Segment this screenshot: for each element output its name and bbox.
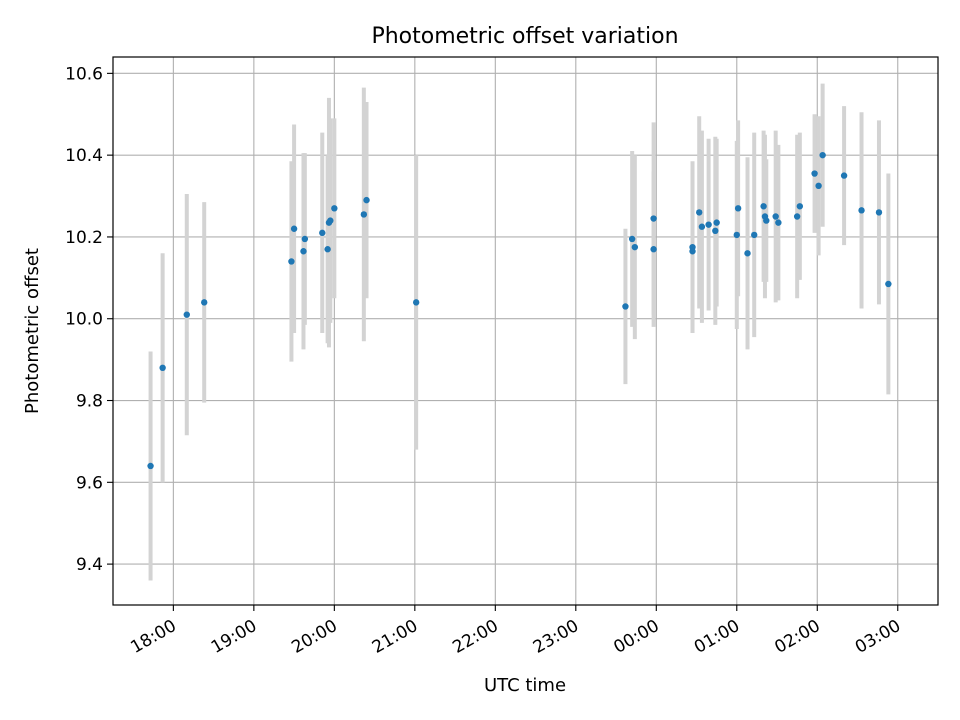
x-tick-label: 01:00 — [691, 616, 743, 658]
data-point — [815, 182, 822, 190]
plot-frame — [112, 56, 939, 606]
x-tick-label: 02:00 — [771, 616, 823, 658]
x-tick-label: 20:00 — [288, 616, 340, 658]
data-point — [319, 229, 326, 237]
data-point — [324, 246, 331, 253]
data-point — [713, 219, 720, 226]
x-axis-label: UTC time — [484, 675, 566, 696]
x-tick-label: 19:00 — [208, 616, 260, 658]
x-tick-label: 03:00 — [852, 616, 904, 658]
data-point — [631, 243, 639, 251]
error-bars — [148, 83, 891, 581]
data-point — [772, 213, 779, 220]
data-point — [201, 299, 208, 306]
data-point — [751, 231, 758, 239]
data-point — [819, 151, 826, 159]
data-point — [301, 235, 309, 243]
x-tick-label: 00:00 — [610, 616, 662, 658]
data-point — [183, 311, 190, 318]
grid — [113, 57, 938, 605]
data-point — [858, 207, 865, 214]
y-tick-label: 9.4 — [76, 555, 103, 575]
data-point — [290, 225, 298, 232]
data-point — [622, 303, 629, 310]
data-point — [159, 364, 166, 372]
y-tick-label: 9.8 — [76, 392, 103, 412]
data-point — [650, 246, 657, 253]
y-tick-label: 10.6 — [65, 64, 103, 84]
data-point — [689, 248, 696, 255]
chart-title: Photometric offset variation — [371, 24, 678, 49]
x-axis-ticks: 18:00 19:00 20:00 21:00 22:00 23:00 00:00 01:00… — [127, 605, 904, 658]
data-point — [327, 217, 334, 224]
data-point — [793, 213, 801, 220]
data-point — [796, 203, 804, 210]
data-point — [363, 196, 370, 204]
y-tick-label: 10.4 — [65, 146, 103, 166]
x-tick-label: 21:00 — [369, 616, 421, 658]
x-tick-label: 22:00 — [449, 616, 501, 658]
data-point — [733, 231, 740, 239]
data-point — [288, 258, 295, 265]
y-tick-label: 10.2 — [65, 228, 103, 248]
y-axis-label: Photometric offset — [22, 248, 43, 414]
data-point — [412, 299, 420, 306]
data-points — [147, 151, 892, 470]
data-point — [650, 215, 657, 222]
data-point — [300, 248, 307, 255]
data-point — [775, 219, 782, 226]
y-tick-label: 9.6 — [76, 473, 103, 493]
data-point — [331, 205, 338, 212]
data-point — [744, 250, 751, 257]
data-point — [698, 223, 706, 230]
data-point — [840, 172, 848, 179]
data-point — [760, 203, 767, 210]
data-point — [360, 211, 368, 218]
data-point — [811, 170, 818, 177]
data-point — [147, 462, 154, 470]
data-point — [696, 209, 703, 216]
data-point — [885, 280, 892, 288]
data-point — [712, 227, 719, 235]
y-axis-ticks: 9.4 9.6 9.8 10.0 10.2 10.4 10.6 — [65, 64, 113, 575]
data-point — [763, 217, 770, 224]
data-point — [705, 221, 712, 228]
y-tick-label: 10.0 — [65, 310, 103, 330]
data-point — [875, 209, 883, 216]
data-point — [628, 235, 636, 243]
x-tick-label: 18:00 — [127, 616, 179, 658]
data-point — [734, 205, 742, 212]
x-tick-label: 23:00 — [530, 616, 582, 658]
